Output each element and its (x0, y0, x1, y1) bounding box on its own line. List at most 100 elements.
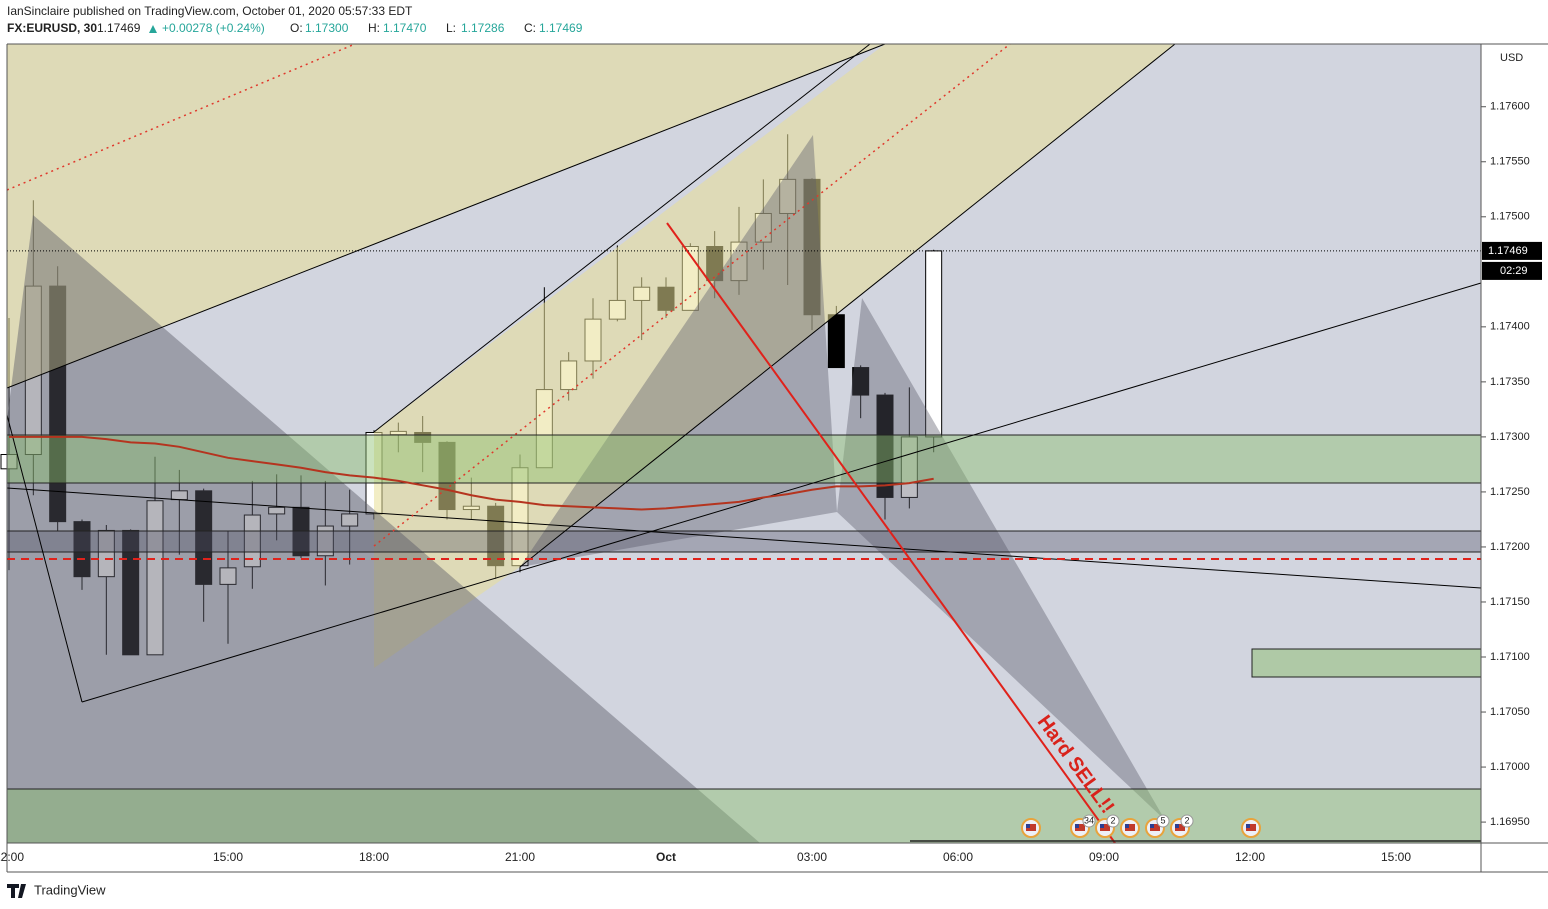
flag (1075, 824, 1079, 828)
candle-body (316, 525, 334, 557)
y-tick-label: 1.17000 (1490, 761, 1530, 773)
y-tick-label: 1.17350 (1490, 376, 1530, 388)
flag (1246, 824, 1250, 828)
candle-body (122, 529, 140, 656)
last-price: 1.17469 (97, 21, 141, 35)
zone (6, 788, 1482, 844)
candle-body (73, 521, 91, 578)
flag (1075, 824, 1085, 831)
flag (1100, 824, 1110, 831)
x-tick-label: 12:00 (1235, 850, 1265, 864)
candle-body (827, 314, 845, 369)
brand: TradingView (34, 882, 106, 897)
ma-line (9, 435, 934, 511)
trend-line (81, 282, 1482, 703)
flag (1150, 824, 1160, 831)
field-value: 1.17470 (383, 21, 427, 35)
countdown: 02:29 (1500, 265, 1528, 277)
zone (6, 530, 1482, 553)
y-tick-label: 1.17600 (1490, 101, 1530, 113)
y-tick-label: 1.17500 (1490, 211, 1530, 223)
y-tick-label: 1.17150 (1490, 596, 1530, 608)
flag (1246, 824, 1256, 831)
x-tick-label: 18:00 (359, 850, 389, 864)
channel-line (519, 43, 1176, 568)
event-badge (1106, 814, 1120, 828)
countdown-tag (1482, 261, 1542, 280)
channel (374, 44, 1175, 668)
field-label: C: (524, 21, 536, 35)
event-count: 34 (1084, 815, 1094, 825)
flag (1026, 824, 1030, 828)
flag (1026, 824, 1036, 831)
pattern (520, 135, 837, 567)
flag (1125, 824, 1129, 828)
field-value: 1.17300 (305, 21, 349, 35)
x-tick-label: 21:00 (505, 850, 535, 864)
up-icon (149, 25, 157, 33)
candle-body (195, 490, 213, 585)
x-tick-label: 15:00 (1381, 850, 1411, 864)
candle-body (341, 513, 359, 527)
candle-body (268, 506, 286, 515)
event-badge (1180, 814, 1194, 828)
moving-average (7, 250, 1481, 511)
field-label: H: (368, 21, 380, 35)
x-tick-label: 09:00 (1089, 850, 1119, 864)
price-tag (1482, 241, 1542, 260)
y-tick-label: 1.17050 (1490, 706, 1530, 718)
y-tick-label: 1.17250 (1490, 486, 1530, 498)
trend-line (6, 414, 83, 703)
candle-body (97, 529, 115, 578)
y-tick-label: 1.17100 (1490, 651, 1530, 663)
flag (1150, 824, 1154, 828)
y-tick-label: 1.17550 (1490, 156, 1530, 168)
flag (1100, 824, 1104, 828)
zone (1251, 648, 1482, 678)
sell-line (666, 222, 1116, 844)
field-value: 1.17286 (461, 21, 505, 35)
trend-line (6, 487, 1482, 589)
price-axis (1481, 44, 1548, 872)
x-tick-label: Oct (656, 850, 676, 864)
field-value: 1.17469 (539, 21, 583, 35)
event-count: 2 (1110, 815, 1115, 825)
y-tick-label: 1.17300 (1490, 431, 1530, 443)
change: +0.00278 (+0.24%) (162, 21, 265, 35)
field-label: L: (446, 21, 456, 35)
ticks: 1.16950 1.17000 1.17050 1.17100 1.17150 1.172… (0, 101, 1542, 864)
candle-body (292, 506, 310, 557)
channel-line (373, 43, 871, 433)
event-count: 5 (1160, 815, 1165, 825)
x-tick-label: 12:00 (0, 850, 24, 864)
candle-body (243, 514, 261, 568)
channel-line (6, 43, 886, 389)
ohlc-fields: O: 1.17300 H: 1.17470 L: 1.17286 C: 1.17469 (290, 21, 583, 35)
x-tick-label: 15:00 (213, 850, 243, 864)
candle-body (852, 367, 870, 396)
y-tick-label: 1.17400 (1490, 321, 1530, 333)
x-tick-label: 06:00 (943, 850, 973, 864)
flag (1175, 824, 1179, 828)
candle-body (876, 394, 894, 498)
y-tick-label: 1.16950 (1490, 816, 1530, 828)
currency: USD (1500, 52, 1523, 64)
event-badge (1082, 814, 1096, 828)
price-tag-label: 1.17469 (1488, 245, 1528, 257)
event-badge (1156, 814, 1170, 828)
candle-body (0, 454, 18, 470)
logo (7, 884, 26, 898)
event-count: 2 (1184, 815, 1189, 825)
events: 34 2 5 2 (1021, 814, 1261, 838)
y-tick-label: 1.17200 (1490, 541, 1530, 553)
triangle (7, 215, 760, 843)
candle-body (925, 250, 943, 438)
publisher: IanSinclaire published on TradingView.co… (7, 4, 413, 18)
x-tick-label: 03:00 (797, 850, 827, 864)
drawings: Hard SELL!! (6, 43, 1482, 844)
candle-body (146, 500, 164, 656)
symbol: FX:EURUSD, 30 (7, 21, 97, 35)
zone (6, 434, 1482, 484)
candle-body (219, 567, 237, 585)
